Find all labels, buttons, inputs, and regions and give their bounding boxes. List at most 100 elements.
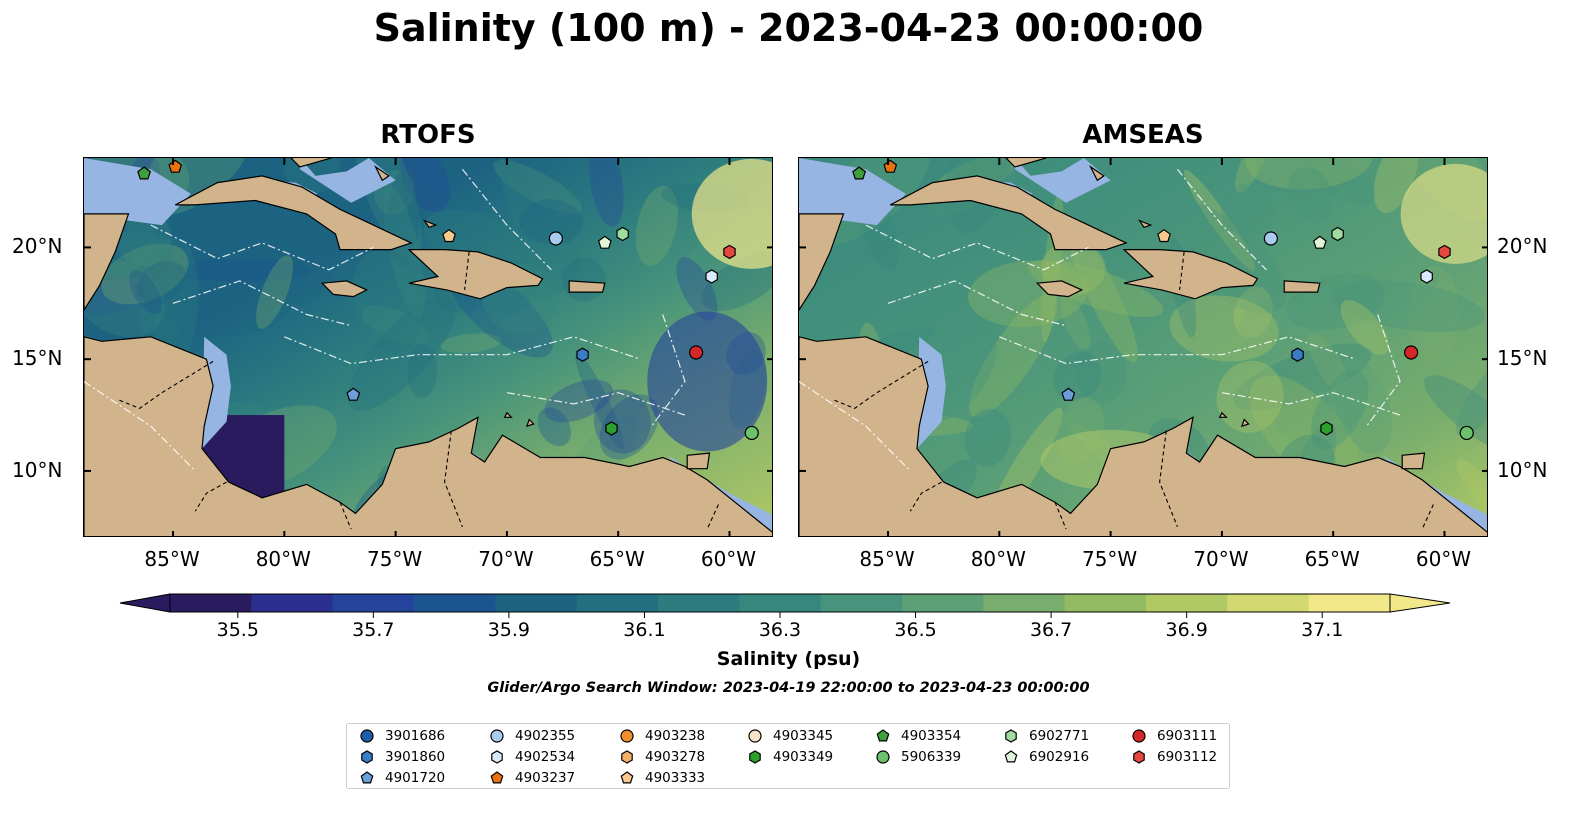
legend-item: 4903278 <box>619 747 705 767</box>
colorbar-label: Salinity (psu) <box>716 648 861 670</box>
colorbar-segment <box>414 594 496 612</box>
figure-title: Salinity (100 m) - 2023-04-23 00:00:00 <box>373 6 1204 50</box>
legend-item: 4903238 <box>619 726 705 746</box>
legend-item: 4902534 <box>489 747 575 767</box>
legend-item: 4903333 <box>619 768 705 788</box>
colorbar-segment <box>170 594 252 612</box>
legend-label: 6902771 <box>1029 728 1090 744</box>
legend-item: 3901860 <box>359 747 445 767</box>
legend-marker-icon <box>1005 729 1017 743</box>
colorbar-tick-label: 37.1 <box>1301 619 1344 641</box>
legend-marker-icon <box>491 750 503 764</box>
legend-marker <box>1005 729 1017 743</box>
legend-marker-icon <box>1132 729 1146 743</box>
float-marker <box>1263 231 1278 246</box>
legend-marker <box>1004 750 1018 763</box>
legend-label: 4903333 <box>645 770 706 786</box>
x-tick-label: 60°W <box>700 547 757 571</box>
colorbar-segment <box>251 594 334 612</box>
legend-item: 4903354 <box>875 726 961 746</box>
legend-label: 3901686 <box>385 728 446 744</box>
float-marker <box>346 387 361 401</box>
colorbar-segment <box>739 594 822 612</box>
colorbar-tick-label: 35.9 <box>487 619 531 641</box>
colorbar-segment <box>1146 594 1228 612</box>
x-tick-label: 75°W <box>1081 547 1138 571</box>
colorbar-segment <box>902 594 984 612</box>
legend-item: 6903111 <box>1131 726 1217 746</box>
panel-title-rtofs: RTOFS <box>380 120 476 150</box>
legend-marker <box>621 750 633 764</box>
colorbar-segment <box>576 594 659 612</box>
legend-marker-icon <box>621 750 633 764</box>
map-canvas-amseas <box>799 158 1487 536</box>
legend-label: 3901860 <box>385 749 446 765</box>
legend-label: 4903238 <box>645 728 706 744</box>
float-marker <box>442 228 456 243</box>
x-tick-label: 80°W <box>970 547 1026 571</box>
legend-marker <box>1133 750 1145 764</box>
legend-label: 4903349 <box>773 749 834 765</box>
legend-item: 6902771 <box>1003 726 1089 746</box>
float-marker <box>597 235 612 249</box>
colorbar-tick-label: 36.3 <box>758 619 802 641</box>
x-tick-label: 85°W <box>144 547 200 571</box>
float-marker <box>605 421 618 436</box>
legend-marker-icon <box>490 771 504 784</box>
float-marker <box>1459 425 1474 441</box>
colorbar <box>119 593 1451 618</box>
legend-marker-icon <box>1133 750 1145 764</box>
map-panel-amseas <box>798 157 1488 537</box>
legend-label: 6902916 <box>1029 749 1090 765</box>
legend-marker <box>876 750 890 764</box>
colorbar-tick-label: 36.1 <box>623 619 666 641</box>
y-tick-label-left: 15°N <box>12 346 63 371</box>
float-marker <box>723 244 736 260</box>
legend-item: 4901720 <box>359 768 445 788</box>
colorbar-segment <box>332 594 415 612</box>
float-marker <box>1438 244 1451 260</box>
float-legend: 3901686 3901860 4901720 4902355 4902534 49032… <box>346 723 1230 789</box>
legend-item: 4903349 <box>747 747 833 767</box>
legend-marker-icon <box>876 729 890 742</box>
legend-marker <box>490 771 504 784</box>
legend-label: 6903111 <box>1157 728 1218 744</box>
float-marker <box>1157 228 1171 243</box>
float-marker <box>1320 421 1333 436</box>
x-tick-label: 85°W <box>859 547 915 571</box>
float-marker <box>1331 226 1344 242</box>
x-tick-label: 65°W <box>1304 547 1360 571</box>
x-tick-label: 70°W <box>1193 547 1249 571</box>
x-tick-label: 80°W <box>255 547 311 571</box>
colorbar-segment <box>820 594 903 612</box>
float-marker <box>688 345 704 360</box>
legend-item: 4903345 <box>747 726 833 746</box>
colorbar-tick-label: 36.5 <box>894 619 937 641</box>
float-marker <box>576 347 589 362</box>
colorbar-extend-low <box>119 593 171 613</box>
colorbar-segment <box>983 594 1066 612</box>
legend-item: 4903237 <box>489 768 575 788</box>
legend-marker <box>749 750 761 764</box>
legend-marker-icon <box>360 729 374 743</box>
legend-marker-icon <box>620 771 634 784</box>
float-marker <box>1312 235 1327 249</box>
legend-item: 3901686 <box>359 726 445 746</box>
legend-label: 6903112 <box>1157 749 1218 765</box>
float-marker <box>1420 269 1433 284</box>
map-panel-rtofs <box>83 157 773 537</box>
float-marker <box>744 425 759 441</box>
legend-marker-icon <box>361 750 373 764</box>
float-marker <box>548 231 563 246</box>
colorbar-segment <box>1064 594 1147 612</box>
float-marker <box>705 269 718 284</box>
legend-label: 4902534 <box>515 749 576 765</box>
legend-label: 5906339 <box>901 749 962 765</box>
legend-label: 4903345 <box>773 728 834 744</box>
y-tick-label-right: 10°N <box>1497 457 1548 482</box>
legend-marker <box>490 729 504 743</box>
legend-marker <box>620 729 634 743</box>
colorbar-segment <box>658 594 740 612</box>
float-marker <box>616 226 629 242</box>
x-tick-label: 70°W <box>478 547 534 571</box>
